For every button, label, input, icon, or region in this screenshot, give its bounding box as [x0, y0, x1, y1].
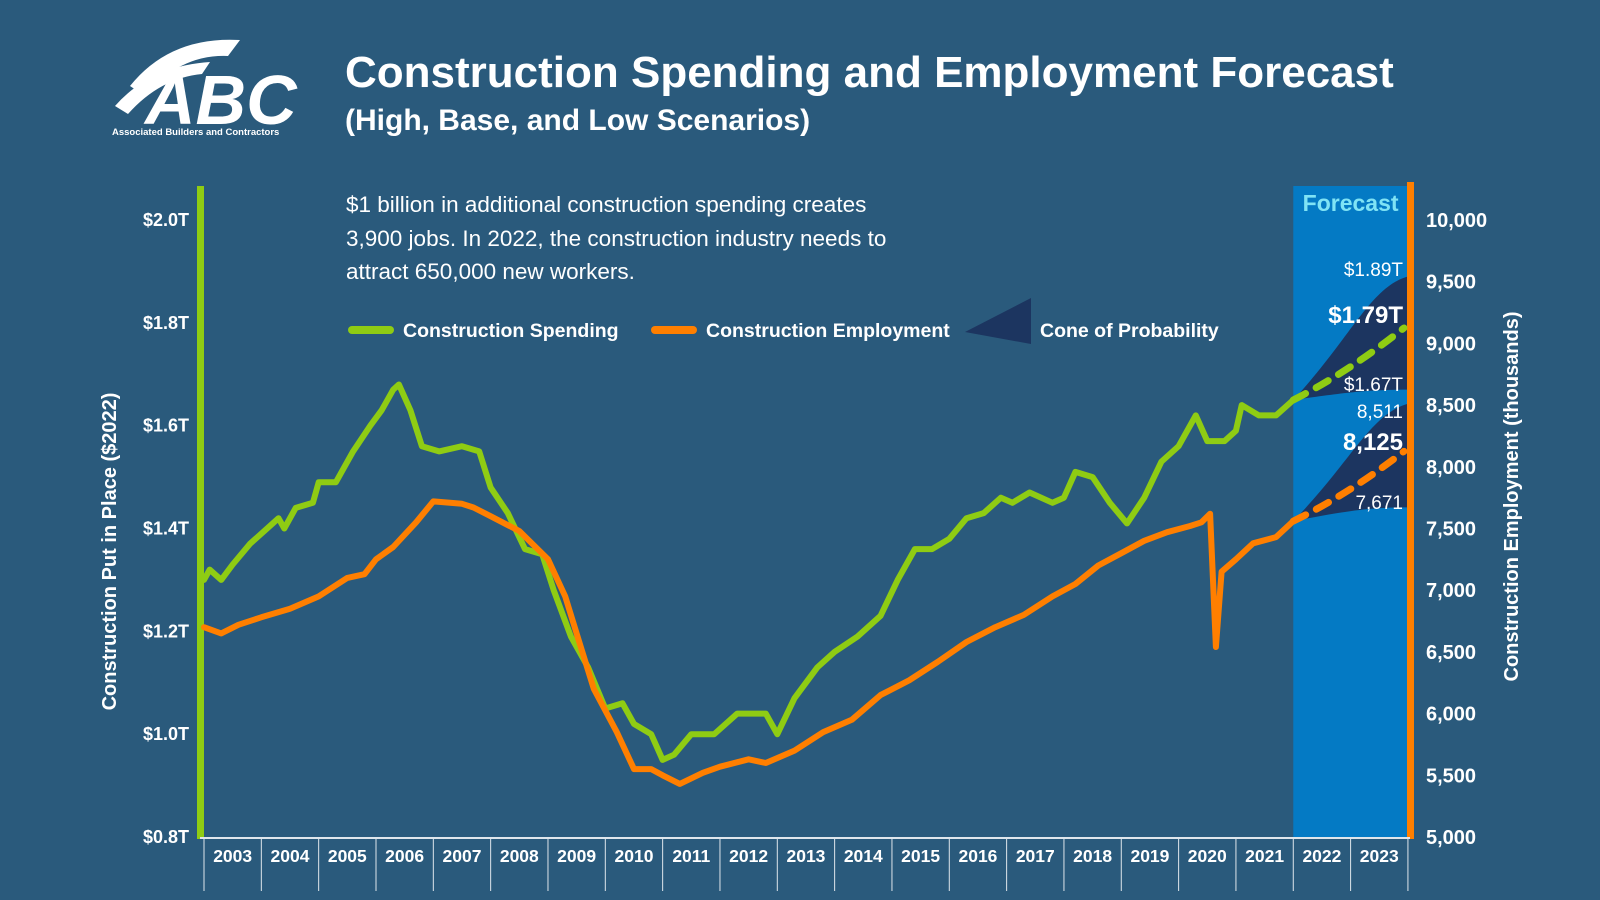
logo-flag-stripe	[115, 62, 210, 114]
right-axis-bar	[1407, 182, 1414, 839]
x-tick-label: 2011	[672, 846, 710, 866]
x-tick-label: 2006	[385, 846, 424, 866]
forecast-high-label: $1.89T	[1344, 260, 1404, 281]
x-tick-label: 2009	[557, 846, 596, 866]
x-tick-label: 2003	[213, 846, 252, 866]
forecast-base-label: 8,125	[1343, 429, 1403, 456]
x-tick-label: 2021	[1245, 846, 1284, 866]
forecast-low-label: 7,671	[1355, 493, 1403, 514]
x-tick-label: 2004	[271, 846, 310, 866]
right-tick-label: 8,500	[1426, 395, 1476, 417]
x-tick-label: 2023	[1360, 846, 1399, 866]
spending-line	[201, 381, 1297, 763]
left-axis-bar	[197, 186, 204, 839]
x-tick-label: 2022	[1302, 846, 1341, 866]
x-tick-label: 2020	[1188, 846, 1227, 866]
x-tick-label: 2016	[958, 846, 997, 866]
right-tick-label: 9,000	[1426, 333, 1476, 355]
x-tick-label: 2015	[901, 846, 940, 866]
cone-of-probability-0	[1293, 276, 1408, 400]
right-tick-label: 6,500	[1426, 642, 1476, 664]
forecast-label: Forecast	[1303, 190, 1399, 216]
x-tick-label: 2013	[786, 846, 825, 866]
x-tick-label: 2007	[443, 846, 482, 866]
forecast-low-label: $1.67T	[1344, 375, 1404, 396]
left-tick-label: $1.2T	[143, 621, 189, 641]
left-tick-label: $1.6T	[143, 416, 189, 436]
x-tick-label: 2018	[1073, 846, 1112, 866]
right-tick-label: 9,500	[1426, 272, 1476, 294]
right-tick-label: 8,000	[1426, 457, 1476, 479]
right-tick-label: 6,000	[1426, 704, 1476, 726]
legend-cone-swatch	[965, 298, 1031, 344]
forecast-base-label: $1.79T	[1328, 302, 1403, 329]
left-tick-label: $2.0T	[143, 210, 189, 230]
right-tick-label: 10,000	[1426, 210, 1487, 232]
x-tick-label: 2008	[500, 846, 539, 866]
legend-spending-label: Construction Spending	[403, 320, 619, 342]
left-tick-label: $1.4T	[143, 519, 189, 539]
left-axis-title: Construction Put in Place ($2022)	[99, 393, 121, 711]
x-tick-label: 2017	[1016, 846, 1055, 866]
right-axis-title: Construction Employment (thousands)	[1501, 312, 1523, 682]
employment-forecast-line	[1289, 447, 1408, 525]
right-tick-label: 7,500	[1426, 519, 1476, 541]
chart-title: Construction Spending and Employment For…	[345, 48, 1394, 97]
x-tick-label: 2014	[844, 846, 883, 866]
forecast-high-label: 8,511	[1357, 402, 1403, 423]
x-tick-label: 2010	[615, 846, 654, 866]
cone-of-probability-1	[1293, 403, 1408, 522]
legend-employment-label: Construction Employment	[706, 320, 950, 342]
logo-subtext: Associated Builders and Contractors	[112, 127, 280, 138]
x-tick-label: 2012	[729, 846, 768, 866]
right-tick-label: 5,500	[1426, 765, 1476, 787]
annotation-note: $1 billion in additional construction sp…	[346, 192, 887, 284]
right-tick-label: 5,000	[1426, 827, 1476, 849]
left-tick-label: $1.0T	[143, 724, 189, 744]
employment-line	[201, 498, 1297, 787]
x-tick-label: 2005	[328, 846, 367, 866]
left-tick-label: $1.8T	[143, 313, 189, 333]
left-tick-label: $0.8T	[143, 827, 189, 847]
x-tick-label: 2019	[1130, 846, 1169, 866]
abc-logo: ABC	[115, 39, 298, 139]
right-tick-label: 7,000	[1426, 580, 1476, 602]
spending-forecast-line	[1289, 324, 1408, 404]
logo-text: ABC	[143, 61, 298, 139]
legend-cone-label: Cone of Probability	[1040, 320, 1219, 342]
chart-subtitle: (High, Base, and Low Scenarios)	[345, 104, 811, 137]
